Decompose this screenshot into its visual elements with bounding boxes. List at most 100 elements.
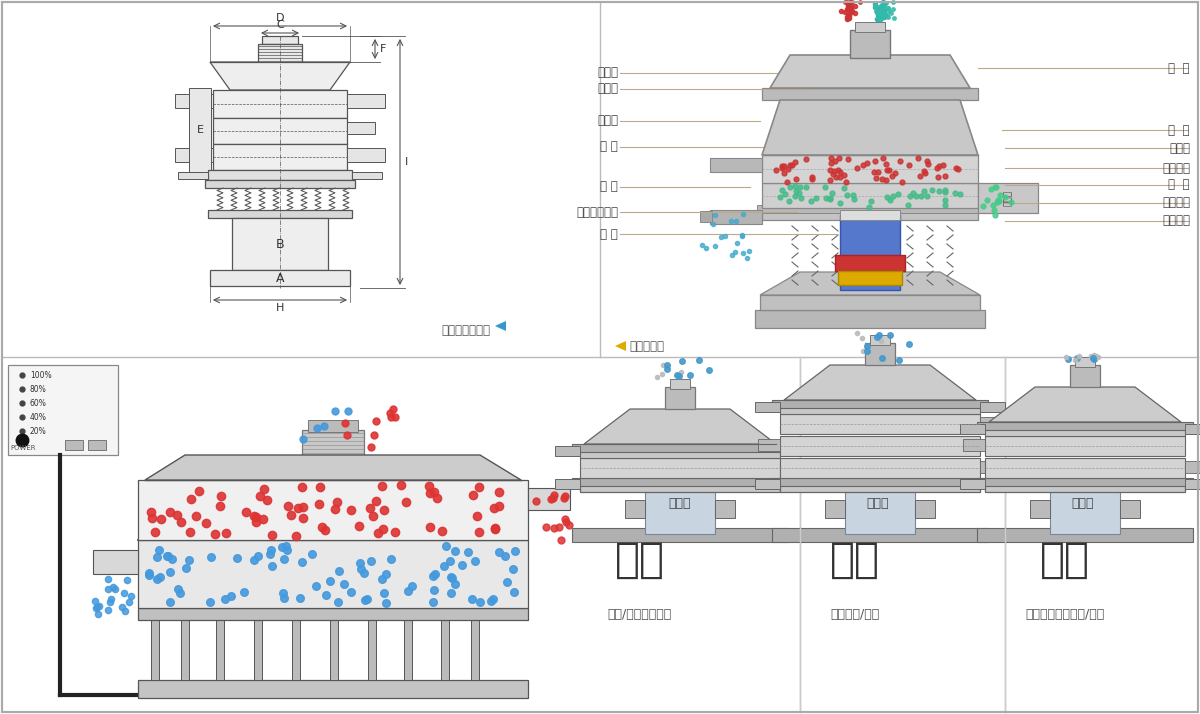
- Bar: [980, 402, 1006, 412]
- Bar: [254, 615, 262, 680]
- Text: 筛  网: 筛 网: [1169, 61, 1190, 74]
- Bar: [840, 210, 900, 220]
- Bar: [762, 155, 978, 183]
- Bar: [88, 440, 106, 450]
- Bar: [840, 215, 900, 290]
- Bar: [838, 271, 902, 285]
- Bar: [232, 218, 328, 270]
- Polygon shape: [616, 341, 626, 351]
- Bar: [175, 94, 214, 108]
- Bar: [985, 436, 1186, 456]
- Bar: [772, 528, 988, 542]
- Polygon shape: [770, 55, 970, 88]
- Bar: [757, 205, 983, 213]
- Text: 加重块: 加重块: [1003, 190, 1013, 206]
- Text: 外形尺寸示意图: 外形尺寸示意图: [442, 323, 490, 336]
- Bar: [780, 446, 805, 456]
- Bar: [580, 448, 780, 458]
- Text: 运输固定螺栓: 运输固定螺栓: [576, 206, 618, 218]
- Bar: [138, 680, 528, 698]
- Bar: [554, 446, 580, 456]
- Bar: [980, 479, 1006, 489]
- Text: 60%: 60%: [30, 398, 47, 408]
- Polygon shape: [496, 321, 506, 331]
- Text: 三层式: 三层式: [866, 497, 889, 510]
- Bar: [528, 488, 570, 510]
- Text: 筛  盘: 筛 盘: [1169, 178, 1190, 191]
- Bar: [205, 180, 355, 188]
- Text: A: A: [276, 271, 284, 284]
- Bar: [580, 480, 780, 492]
- Bar: [762, 183, 978, 208]
- Bar: [826, 500, 845, 518]
- Bar: [977, 478, 1193, 486]
- Text: 除杂: 除杂: [1040, 539, 1090, 581]
- Bar: [780, 436, 980, 456]
- Bar: [780, 404, 980, 414]
- Text: C: C: [276, 20, 284, 30]
- Bar: [352, 172, 382, 179]
- Bar: [758, 439, 780, 451]
- Bar: [572, 478, 788, 486]
- Bar: [214, 90, 347, 118]
- Bar: [780, 414, 980, 434]
- Bar: [755, 402, 780, 412]
- Bar: [442, 615, 449, 680]
- Bar: [94, 550, 138, 574]
- Text: 20%: 20%: [30, 426, 47, 436]
- Bar: [292, 615, 300, 680]
- Bar: [780, 458, 980, 478]
- Bar: [985, 458, 1186, 478]
- Bar: [780, 461, 802, 473]
- Bar: [870, 335, 890, 345]
- Bar: [1050, 490, 1120, 534]
- Bar: [216, 615, 224, 680]
- Bar: [980, 461, 1002, 473]
- Bar: [980, 417, 1002, 429]
- Text: 机 座: 机 座: [600, 228, 618, 241]
- Text: 网  架: 网 架: [1169, 124, 1190, 136]
- Bar: [178, 172, 208, 179]
- Text: E: E: [197, 125, 204, 135]
- Bar: [138, 540, 528, 608]
- Bar: [850, 30, 890, 58]
- Bar: [347, 94, 385, 108]
- Bar: [572, 528, 788, 542]
- Bar: [554, 479, 580, 489]
- Bar: [258, 44, 302, 62]
- Text: 加重块: 加重块: [1169, 141, 1190, 154]
- Bar: [710, 210, 762, 224]
- Text: I: I: [406, 157, 408, 167]
- Text: 出料口: 出料口: [598, 114, 618, 128]
- Bar: [762, 88, 978, 100]
- Bar: [665, 387, 695, 409]
- Bar: [208, 170, 352, 180]
- Bar: [347, 148, 385, 162]
- Bar: [210, 270, 350, 286]
- Text: 下部重锤: 下部重锤: [1162, 214, 1190, 228]
- Bar: [760, 295, 980, 310]
- Bar: [977, 422, 1193, 430]
- Bar: [625, 500, 646, 518]
- Bar: [580, 458, 780, 478]
- Text: 颗粒/粉末准确分级: 颗粒/粉末准确分级: [608, 608, 672, 621]
- Bar: [772, 478, 988, 486]
- Bar: [138, 608, 528, 620]
- Bar: [960, 479, 985, 489]
- Bar: [964, 439, 985, 451]
- Bar: [208, 210, 352, 218]
- Bar: [710, 158, 762, 172]
- Bar: [985, 480, 1186, 492]
- Bar: [404, 615, 412, 680]
- Text: D: D: [276, 13, 284, 23]
- Text: 束 环: 束 环: [600, 141, 618, 154]
- Bar: [755, 310, 985, 328]
- Bar: [845, 490, 916, 534]
- Polygon shape: [989, 387, 1181, 422]
- Bar: [470, 615, 479, 680]
- Bar: [700, 211, 712, 222]
- Bar: [190, 88, 211, 172]
- Bar: [572, 444, 788, 452]
- Text: 去除异物/结块: 去除异物/结块: [830, 608, 880, 621]
- Bar: [151, 615, 158, 680]
